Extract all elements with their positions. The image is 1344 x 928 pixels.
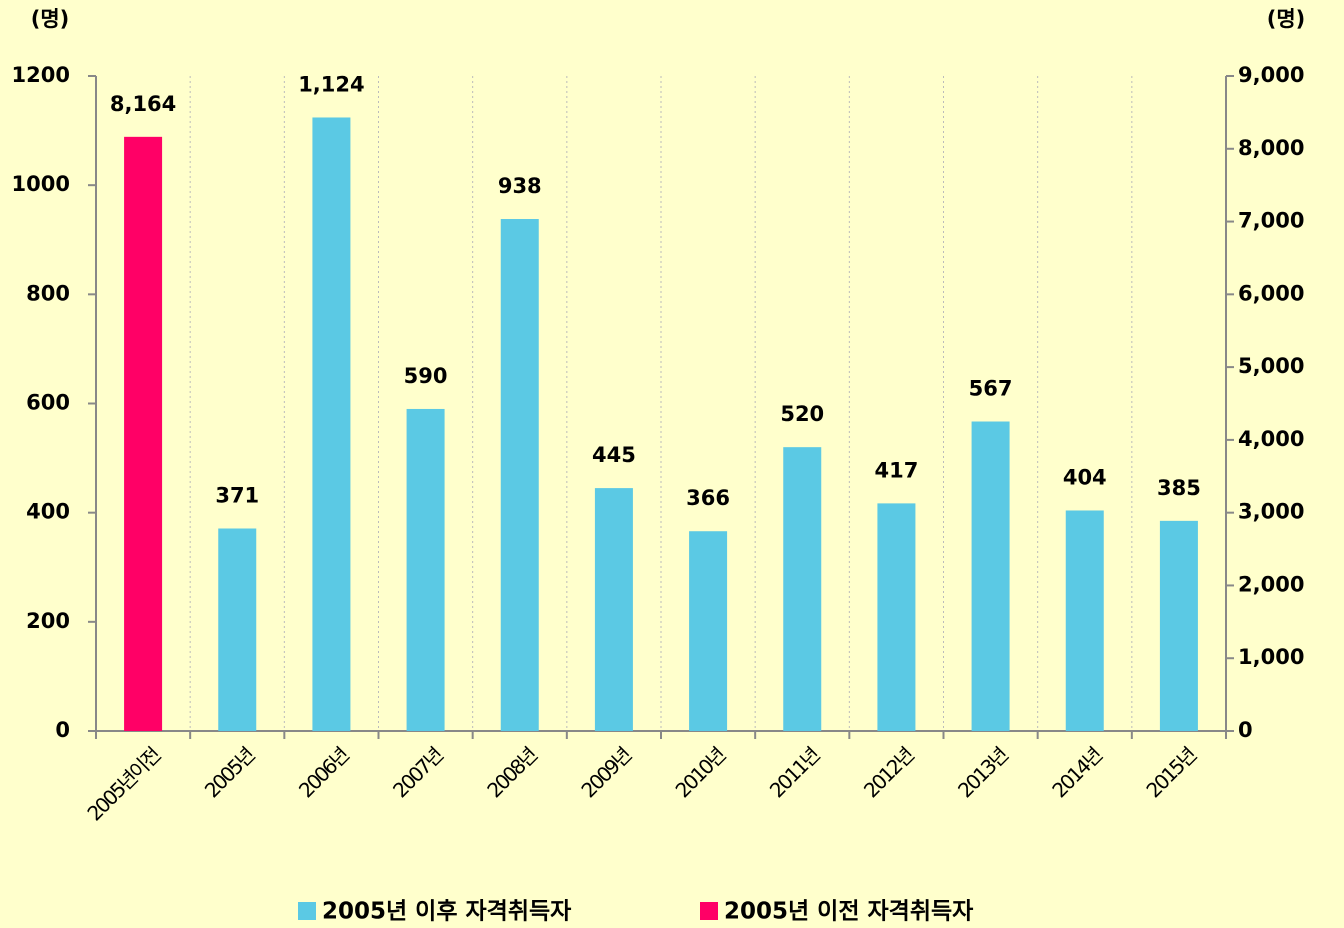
bar — [877, 503, 916, 731]
data-label: 567 — [969, 377, 1013, 401]
y-tick-label: 1000 — [12, 172, 70, 196]
legend-swatch — [700, 902, 718, 920]
y-axis-title: (명) — [31, 7, 70, 31]
data-label: 590 — [404, 364, 448, 388]
data-label: 385 — [1157, 476, 1201, 500]
y-tick-label: 200 — [26, 609, 70, 633]
data-label: 445 — [592, 443, 636, 467]
y-tick-label: 800 — [26, 281, 70, 305]
y-tick-label: 400 — [26, 500, 70, 524]
y2-axis-title: (명) — [1267, 7, 1306, 31]
x-tick-label: 2009년 — [576, 743, 635, 802]
x-tick-label: 2015년 — [1141, 743, 1200, 802]
bar — [971, 421, 1010, 731]
x-tick-label: 2014년 — [1047, 743, 1106, 802]
data-label: 371 — [215, 483, 259, 507]
data-label: 417 — [874, 458, 918, 482]
y2-tick-label: 6,000 — [1238, 281, 1304, 305]
bar — [500, 219, 539, 731]
y2-tick-label: 1,000 — [1238, 645, 1304, 669]
bar — [312, 117, 351, 731]
bar — [689, 531, 728, 731]
y-tick-label: 1200 — [12, 63, 70, 87]
data-label: 404 — [1063, 465, 1107, 489]
y2-tick-label: 2,000 — [1238, 572, 1304, 596]
x-tick-label: 2008년 — [482, 743, 541, 802]
data-label: 1,124 — [298, 72, 364, 96]
x-tick-label: 2006년 — [294, 743, 353, 802]
y2-tick-label: 8,000 — [1238, 136, 1304, 160]
y2-tick-label: 4,000 — [1238, 427, 1304, 451]
legend-swatch — [298, 902, 316, 920]
y2-tick-label: 9,000 — [1238, 63, 1304, 87]
bar — [124, 136, 163, 731]
y2-tick-label: 3,000 — [1238, 500, 1304, 524]
x-tick-label: 2005년 — [200, 743, 259, 802]
bar — [1159, 520, 1198, 731]
x-tick-label: 2012년 — [859, 743, 918, 802]
y2-tick-label: 5,000 — [1238, 354, 1304, 378]
data-label: 938 — [498, 174, 542, 198]
data-label: 366 — [686, 486, 730, 510]
x-tick-label: 2007년 — [388, 743, 447, 802]
x-tick-label: 2010년 — [671, 743, 730, 802]
legend-label: 2005년 이후 자격취득자 — [322, 899, 571, 925]
y-tick-label: 0 — [55, 718, 70, 742]
legend-label: 2005년 이전 자격취득자 — [724, 899, 973, 925]
x-tick-label: 2005년이전 — [82, 743, 165, 826]
x-tick-label: 2013년 — [953, 743, 1012, 802]
bar — [406, 408, 445, 731]
y2-tick-label: 7,000 — [1238, 209, 1304, 233]
data-label: 8,164 — [110, 92, 176, 116]
y2-tick-label: 0 — [1238, 718, 1253, 742]
bar — [1065, 510, 1104, 731]
bar — [218, 528, 257, 731]
bar — [783, 447, 822, 731]
data-label: 520 — [780, 402, 824, 426]
y-tick-label: 600 — [26, 391, 70, 415]
x-tick-label: 2011년 — [765, 743, 824, 802]
bar — [594, 488, 633, 731]
